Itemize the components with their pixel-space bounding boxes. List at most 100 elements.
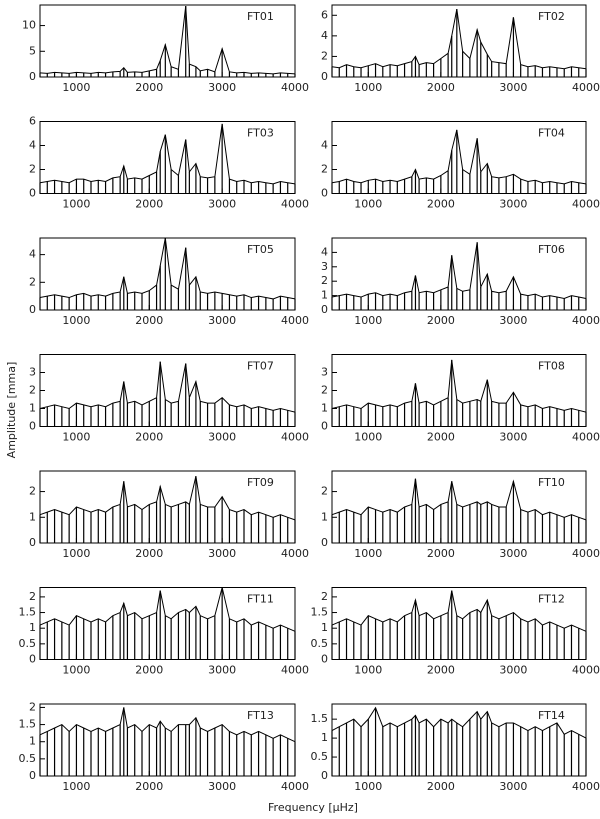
x-tick-label: 2000 bbox=[427, 780, 455, 793]
x-axis-label: Frequency [μHz] bbox=[268, 801, 358, 814]
x-tick-label: 1000 bbox=[62, 664, 90, 677]
y-tick-label: 0 bbox=[321, 769, 328, 782]
x-tick-label: 2000 bbox=[135, 314, 163, 327]
y-tick-label: 1.5 bbox=[19, 606, 37, 619]
y-tick-label: 0 bbox=[29, 536, 36, 549]
x-tick-label: 1000 bbox=[354, 198, 382, 211]
plot-frame bbox=[39, 4, 296, 78]
x-tick-label: 1000 bbox=[62, 81, 90, 94]
x-tick-label: 4000 bbox=[572, 547, 600, 560]
panel-title: FT05 bbox=[247, 243, 274, 256]
x-tick-label: 3000 bbox=[208, 664, 236, 677]
plot-frame bbox=[331, 470, 587, 544]
x-tick-label: 4000 bbox=[281, 780, 309, 793]
y-tick-label: 2 bbox=[321, 485, 328, 498]
x-tick-label: 3000 bbox=[499, 780, 527, 793]
x-tick-label: 2000 bbox=[135, 664, 163, 677]
x-tick-label: 4000 bbox=[572, 431, 600, 444]
plot-frame bbox=[39, 587, 296, 660]
y-tick-label: 0 bbox=[321, 653, 328, 666]
y-tick-label: 1 bbox=[29, 510, 36, 523]
plot-frame bbox=[39, 121, 296, 194]
plot-frame bbox=[39, 237, 296, 311]
panel-title: FT11 bbox=[247, 593, 274, 606]
x-tick-label: 2000 bbox=[135, 81, 163, 94]
x-tick-label: 2000 bbox=[135, 431, 163, 444]
x-tick-label: 2000 bbox=[427, 314, 455, 327]
x-tick-label: 3000 bbox=[208, 81, 236, 94]
y-tick-label: 0.5 bbox=[19, 752, 37, 765]
x-tick-label: 4000 bbox=[572, 664, 600, 677]
panel-title: FT01 bbox=[247, 10, 274, 23]
y-tick-label: 2 bbox=[29, 384, 36, 397]
x-tick-label: 4000 bbox=[281, 547, 309, 560]
x-tick-label: 2000 bbox=[135, 780, 163, 793]
y-tick-label: 1.5 bbox=[311, 712, 329, 725]
y-tick-label: 2 bbox=[321, 274, 328, 287]
y-tick-label: 0 bbox=[321, 70, 328, 83]
x-tick-label: 3000 bbox=[499, 81, 527, 94]
y-tick-label: 10 bbox=[22, 19, 36, 32]
x-tick-label: 1000 bbox=[354, 81, 382, 94]
y-tick-label: 0.5 bbox=[19, 637, 37, 650]
y-tick-label: 0 bbox=[29, 303, 36, 316]
x-tick-label: 4000 bbox=[572, 780, 600, 793]
plot-frame bbox=[331, 4, 587, 78]
y-tick-label: 0 bbox=[29, 187, 36, 200]
y-tick-label: 0 bbox=[321, 420, 328, 433]
x-tick-label: 2000 bbox=[427, 431, 455, 444]
y-tick-label: 0.5 bbox=[311, 637, 329, 650]
spectrum-line bbox=[331, 590, 587, 632]
spectrum-line bbox=[39, 707, 296, 743]
x-tick-label: 4000 bbox=[281, 314, 309, 327]
y-tick-label: 2 bbox=[321, 384, 328, 397]
spectrum-line bbox=[39, 5, 296, 75]
spectrum-line bbox=[39, 587, 296, 632]
y-tick-label: 3 bbox=[29, 366, 36, 379]
spectrum-line bbox=[39, 476, 296, 521]
x-tick-label: 4000 bbox=[281, 198, 309, 211]
x-tick-label: 4000 bbox=[572, 314, 600, 327]
y-tick-label: 4 bbox=[29, 139, 36, 152]
x-tick-label: 4000 bbox=[281, 664, 309, 677]
y-tick-label: 1 bbox=[321, 289, 328, 302]
x-tick-label: 3000 bbox=[208, 198, 236, 211]
panel-title: FT06 bbox=[538, 243, 565, 256]
x-tick-label: 1000 bbox=[62, 314, 90, 327]
y-tick-label: 0 bbox=[321, 187, 328, 200]
y-tick-label: 6 bbox=[29, 115, 36, 128]
spectrum-line bbox=[331, 706, 587, 739]
y-tick-label: 0 bbox=[29, 70, 36, 83]
y-tick-label: 1 bbox=[29, 402, 36, 415]
x-tick-label: 2000 bbox=[427, 547, 455, 560]
panel-title: FT12 bbox=[538, 593, 565, 606]
y-tick-label: 2 bbox=[29, 163, 36, 176]
y-tick-label: 3 bbox=[321, 366, 328, 379]
plot-frame bbox=[39, 703, 296, 777]
x-tick-label: 2000 bbox=[135, 198, 163, 211]
panel-title: FT13 bbox=[247, 709, 274, 722]
y-tick-label: 1.5 bbox=[19, 718, 37, 731]
x-tick-label: 3000 bbox=[499, 198, 527, 211]
y-tick-label: 0 bbox=[29, 653, 36, 666]
y-tick-label: 4 bbox=[321, 245, 328, 258]
x-tick-label: 1000 bbox=[62, 780, 90, 793]
y-tick-label: 2 bbox=[29, 485, 36, 498]
spectrum-line bbox=[331, 129, 587, 185]
panel-title: FT02 bbox=[538, 10, 565, 23]
x-tick-label: 4000 bbox=[281, 431, 309, 444]
x-tick-label: 1000 bbox=[354, 314, 382, 327]
panel-title: FT04 bbox=[538, 127, 565, 140]
x-tick-label: 3000 bbox=[208, 547, 236, 560]
panel-title: FT07 bbox=[247, 360, 274, 373]
y-tick-label: 2 bbox=[321, 590, 328, 603]
spectrum-line bbox=[331, 359, 587, 413]
y-tick-label: 2 bbox=[29, 275, 36, 288]
plot-frame bbox=[331, 703, 587, 777]
y-tick-label: 0 bbox=[29, 420, 36, 433]
panel-title: FT03 bbox=[247, 127, 274, 140]
x-tick-label: 3000 bbox=[499, 664, 527, 677]
x-tick-label: 3000 bbox=[208, 314, 236, 327]
x-tick-label: 1000 bbox=[62, 547, 90, 560]
